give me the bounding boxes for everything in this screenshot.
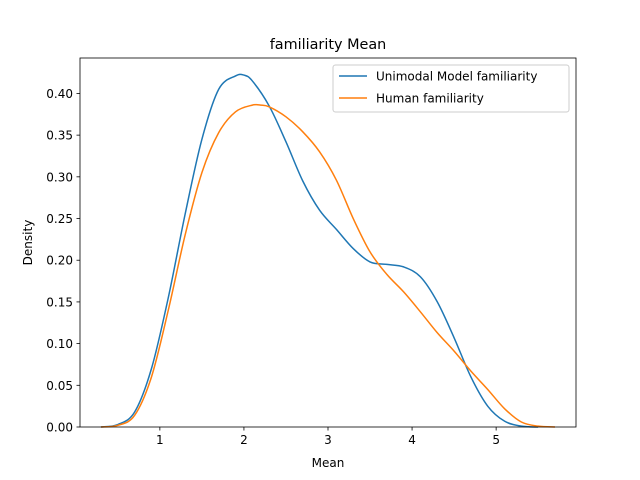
x-tick-label: 3 [324, 433, 332, 447]
y-tick-label: 0.15 [46, 295, 73, 309]
x-tick-label: 5 [492, 433, 500, 447]
legend: Unimodal Model familiarity Human familiar… [332, 64, 570, 113]
y-tick-label: 0.30 [46, 170, 73, 184]
legend-label: Unimodal Model familiarity [376, 70, 537, 84]
chart-title: familiarity Mean [270, 37, 387, 53]
y-axis-label: Density [21, 220, 35, 266]
x-tick-label: 4 [408, 433, 416, 447]
series-line-1 [100, 73, 539, 428]
y-tick-label: 0.00 [46, 421, 73, 435]
y-tick-label: 0.05 [46, 379, 73, 393]
y-tick-label: 0.10 [46, 337, 73, 351]
y-tick-label: 0.20 [46, 254, 73, 268]
legend-box [332, 64, 570, 113]
y-tick-label: 0.35 [46, 129, 73, 143]
y-axis: 0.00 0.05 0.10 0.15 0.20 0.25 0.30 0.35 0.40 [46, 87, 80, 435]
legend-label: Human familiarity [376, 92, 484, 106]
y-tick-label: 0.40 [46, 87, 73, 101]
x-axis-label: Mean [312, 456, 345, 470]
plot-area [100, 73, 556, 428]
y-tick-label: 0.25 [46, 212, 73, 226]
series-line-2 [100, 103, 556, 428]
x-tick-label: 2 [240, 433, 248, 447]
plot-frame [79, 57, 577, 428]
x-axis: 1 2 3 4 5 [156, 427, 500, 447]
x-tick-label: 1 [156, 433, 164, 447]
